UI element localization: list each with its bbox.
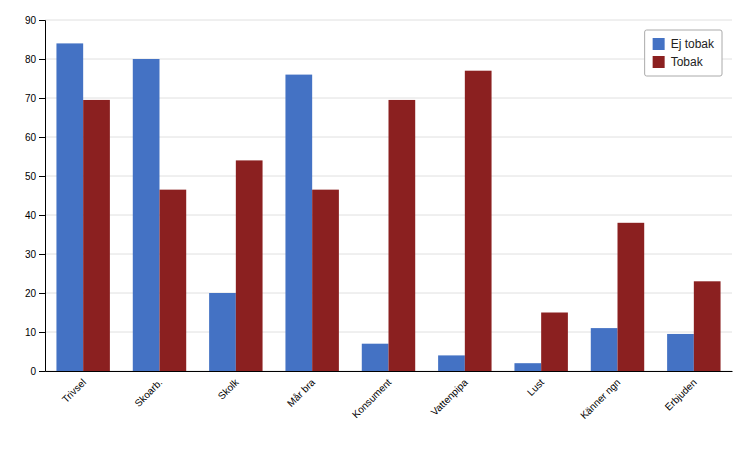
axis-domain	[46, 371, 733, 372]
tick: Skoarb.	[132, 377, 164, 409]
tick: 50	[25, 171, 45, 182]
bar	[83, 100, 110, 371]
plot-area: 0 10 20 30 40 50 60 70 80 90 Trivsel Skoarb. Skolk Må…	[25, 15, 733, 421]
tick: Skolk	[216, 376, 242, 402]
tick-label: Skoarb.	[132, 377, 164, 409]
tick: 0	[30, 366, 45, 377]
tick-label: 10	[25, 327, 37, 338]
tick: 60	[25, 132, 45, 143]
bar	[438, 355, 465, 371]
bar	[667, 334, 694, 371]
bar	[209, 293, 236, 371]
bars	[56, 43, 720, 371]
x-axis: Trivsel Skoarb. Skolk Mår bra Konsument Vatte…	[46, 372, 733, 422]
bar	[465, 71, 492, 371]
tick: Vattenpipa	[429, 376, 470, 417]
tick-label: Lust	[525, 377, 546, 398]
legend-label: Tobak	[671, 55, 704, 69]
tick-label: Konsument	[350, 377, 394, 421]
bar-series	[56, 43, 693, 371]
tick-mark	[39, 215, 45, 216]
tick-mark	[39, 59, 45, 60]
legend-item: Ej tobak	[653, 37, 715, 51]
tick-label: 80	[25, 54, 37, 65]
bar	[133, 59, 160, 371]
legend-swatch	[653, 56, 665, 68]
tick-label: 50	[25, 171, 37, 182]
bar	[514, 363, 541, 371]
bar-series	[83, 71, 720, 371]
tick: 80	[25, 54, 45, 65]
bar	[312, 190, 339, 371]
grid-line	[45, 20, 732, 21]
legend: Ej tobak Tobak	[645, 30, 722, 76]
tick-label: 30	[25, 249, 37, 260]
legend-item: Tobak	[653, 55, 704, 69]
bar	[362, 344, 389, 371]
tick-mark	[39, 137, 45, 138]
tick-mark	[39, 371, 45, 372]
tick-label: 60	[25, 132, 37, 143]
tick-label: 90	[25, 15, 37, 26]
tick: 30	[25, 249, 45, 260]
tick-mark	[39, 332, 45, 333]
bar	[389, 100, 416, 371]
tick: 20	[25, 288, 45, 299]
tick: 40	[25, 210, 45, 221]
chart-svg: 0 10 20 30 40 50 60 70 80 90 Trivsel Skoarb. Skolk Må…	[0, 0, 752, 451]
tick-label: 20	[25, 288, 37, 299]
tick: 70	[25, 93, 45, 104]
tick-label: Skolk	[216, 376, 242, 402]
bar	[694, 281, 721, 371]
tick-label: Vattenpipa	[429, 376, 470, 417]
tick: 90	[25, 15, 45, 26]
tick-label: Känner ngn	[578, 377, 622, 421]
bar	[591, 328, 618, 371]
legend-label: Ej tobak	[671, 37, 715, 51]
tick: Lust	[525, 377, 546, 398]
tick-label: Trivsel	[60, 377, 88, 405]
tick: 10	[25, 327, 45, 338]
bar	[618, 223, 645, 371]
tick-mark	[39, 98, 45, 99]
tick-mark	[39, 254, 45, 255]
tick: Konsument	[350, 377, 394, 421]
chart-container: 0 10 20 30 40 50 60 70 80 90 Trivsel Skoarb. Skolk Må…	[0, 0, 752, 451]
tick-label: Erbjuden	[663, 377, 699, 413]
tick: Känner ngn	[578, 377, 622, 421]
bar	[236, 160, 263, 371]
tick-mark	[39, 293, 45, 294]
legend-swatch	[653, 38, 665, 50]
bar	[285, 75, 312, 371]
tick-label: 70	[25, 93, 37, 104]
bar	[56, 43, 83, 371]
tick: Trivsel	[60, 377, 88, 405]
tick-label: Mår bra	[285, 376, 317, 408]
tick: Erbjuden	[663, 377, 699, 413]
bar	[541, 313, 568, 372]
axis-domain	[39, 21, 46, 372]
y-axis: 0 10 20 30 40 50 60 70 80 90	[25, 15, 46, 377]
bar	[160, 190, 187, 371]
tick-label: 0	[30, 366, 36, 377]
tick-mark	[39, 176, 45, 177]
tick-label: 40	[25, 210, 37, 221]
tick-mark	[39, 20, 45, 21]
legend-box	[645, 30, 722, 76]
tick: Mår bra	[285, 376, 317, 408]
grid	[45, 20, 732, 371]
